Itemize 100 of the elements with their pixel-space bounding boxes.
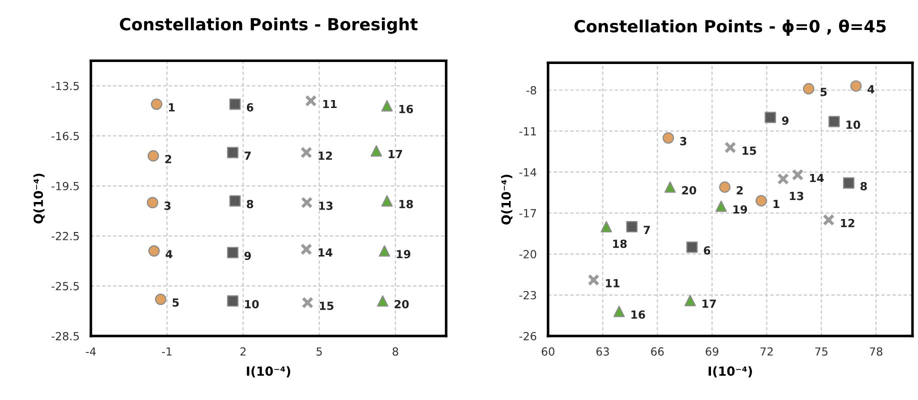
x-tick-label: 63 <box>596 347 609 356</box>
annotation: 7 <box>644 226 650 234</box>
point <box>724 142 736 154</box>
y-tick-label: -20 <box>519 250 536 258</box>
point <box>300 146 312 158</box>
annotation: 5 <box>172 298 179 307</box>
point <box>662 132 674 144</box>
point <box>150 98 162 110</box>
point <box>300 196 313 208</box>
point <box>715 200 727 212</box>
point <box>684 294 696 306</box>
annotation: 18 <box>613 240 627 248</box>
x-tick-label: -4 <box>86 347 96 356</box>
x-axis-title: I(10⁻⁴) <box>708 366 752 378</box>
y-tick-label: -28.5 <box>52 332 79 340</box>
annotation: 6 <box>704 246 710 255</box>
point <box>764 112 776 124</box>
annotation: 2 <box>165 154 172 164</box>
annotation: 1 <box>168 103 175 112</box>
point <box>613 306 625 318</box>
point <box>686 242 698 253</box>
annotation: 11 <box>606 279 620 288</box>
annotation: 20 <box>394 300 409 308</box>
y-tick-label: -26 <box>519 332 536 340</box>
point <box>381 100 393 112</box>
annotation: 10 <box>245 300 259 308</box>
y-tick-label: -17 <box>519 209 536 218</box>
annotation: 10 <box>846 120 860 129</box>
y-tick-label: -8 <box>526 86 536 94</box>
x-tick-label: 78 <box>870 347 882 356</box>
x-tick-label: 75 <box>815 347 828 356</box>
point <box>146 196 158 208</box>
x-tick-label: 69 <box>706 347 718 356</box>
annotation: 16 <box>631 310 646 319</box>
point <box>300 243 312 256</box>
annotation: 2 <box>736 186 743 194</box>
annotation: 3 <box>164 202 171 210</box>
x-tick-label: 72 <box>760 347 773 356</box>
y-tick-label: -23 <box>519 290 536 300</box>
x-axis-title: I(10⁻⁴) <box>246 366 290 378</box>
annotation: 3 <box>680 136 686 146</box>
annotation: 12 <box>318 152 332 160</box>
annotation: 6 <box>246 103 254 112</box>
point <box>588 274 600 286</box>
point <box>377 295 388 307</box>
point <box>792 168 804 181</box>
annotation: 17 <box>388 150 402 158</box>
annotation: 9 <box>244 252 251 260</box>
annotation: 19 <box>734 205 748 214</box>
point <box>828 116 840 128</box>
chart-title: Constellation Points - ϕ=0 , θ=45 <box>574 19 886 36</box>
annotation: 15 <box>320 302 334 310</box>
point <box>850 80 862 92</box>
point <box>304 94 317 107</box>
annotation: 13 <box>790 192 804 200</box>
point <box>822 214 835 226</box>
point <box>777 172 790 185</box>
point <box>227 146 238 158</box>
y-tick-label: -25.5 <box>52 282 79 290</box>
x-tick-label: 2 <box>240 347 246 356</box>
y-axis-title: Q(10⁻⁴) <box>501 174 512 225</box>
annotation: 17 <box>702 300 716 308</box>
x-tick-label: 5 <box>316 347 322 356</box>
y-tick-label: -11 <box>519 127 536 136</box>
annotation: 16 <box>399 104 413 114</box>
y-tick-label: -19.5 <box>52 182 79 190</box>
point <box>719 181 731 193</box>
annotation: 8 <box>246 200 254 208</box>
x-tick-label: -1 <box>162 347 172 356</box>
point <box>381 195 393 207</box>
point <box>227 295 238 307</box>
annotation: 20 <box>682 186 696 194</box>
annotation: 14 <box>810 174 824 182</box>
annotation: 9 <box>782 116 788 125</box>
point <box>148 245 160 257</box>
point <box>154 294 166 306</box>
annotation: 18 <box>399 200 413 208</box>
y-tick-label: -16.5 <box>52 132 79 140</box>
point <box>370 145 382 157</box>
annotation: 14 <box>318 248 332 257</box>
annotation: 7 <box>244 152 251 160</box>
point <box>378 245 390 257</box>
point <box>600 221 612 232</box>
point <box>756 195 767 206</box>
annotation: 11 <box>323 100 337 108</box>
point <box>664 181 676 193</box>
y-axis-title: Q(10⁻⁴) <box>33 174 45 224</box>
point <box>626 221 638 232</box>
annotation: 4 <box>166 250 172 258</box>
point <box>229 98 241 110</box>
chart-title: Constellation Points - Boresight <box>120 18 418 34</box>
annotation: 19 <box>396 250 410 258</box>
y-tick-label: -22.5 <box>52 232 79 240</box>
annotation: 12 <box>841 218 854 228</box>
annotation: 1 <box>774 200 780 208</box>
point <box>227 246 238 258</box>
y-tick-label: -14 <box>519 168 536 176</box>
x-tick-label: 60 <box>542 347 554 356</box>
annotation: 15 <box>742 146 756 155</box>
x-tick-label: 8 <box>392 347 398 356</box>
